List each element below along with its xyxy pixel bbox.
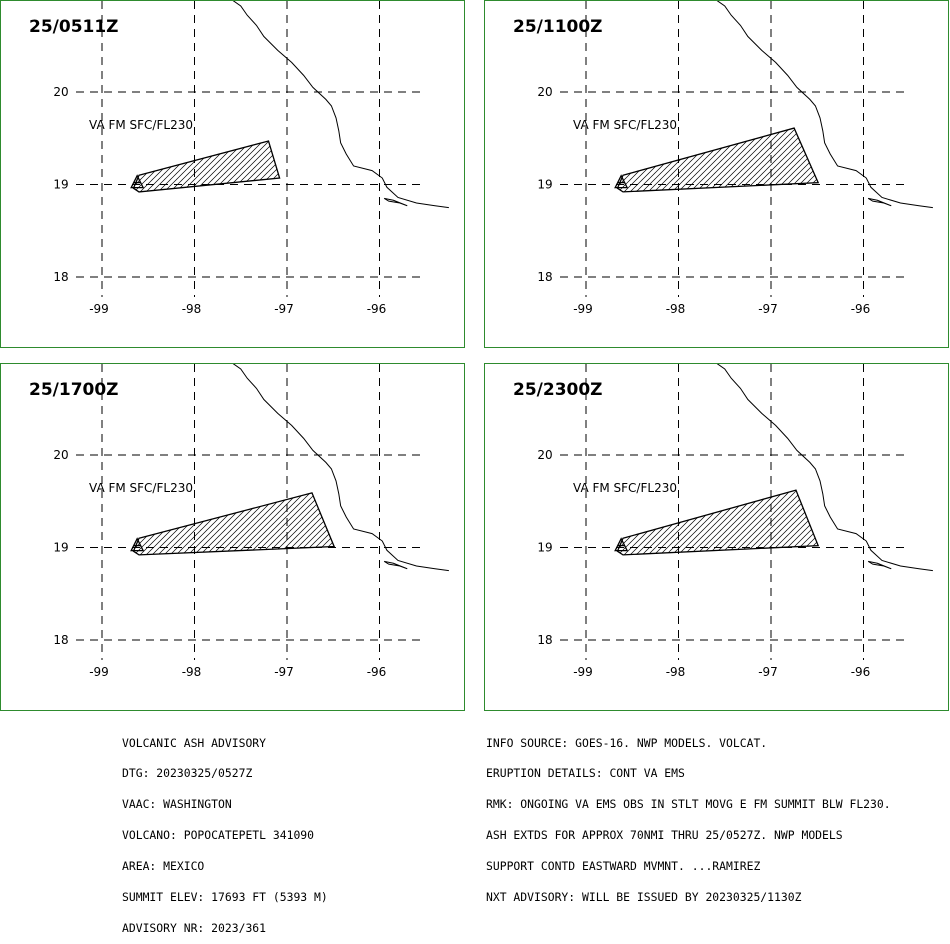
panel-time-label: 25/1700Z — [29, 380, 119, 400]
map-canvas: -99 -98 -97 -96 20 19 18 VA FM SFC/FL230 — [537, 1, 933, 316]
lon-tick-label: -97 — [758, 302, 778, 316]
lat-tick-label: 20 — [537, 85, 552, 99]
advisory-vaac: VAAC: WASHINGTON — [122, 797, 232, 812]
advisory-eruption-details: ERUPTION DETAILS: CONT VA EMS — [486, 766, 685, 781]
advisory-next: NXT ADVISORY: WILL BE ISSUED BY 20230325… — [486, 890, 802, 905]
advisory-info-source: INFO SOURCE: GOES-16. NWP MODELS. VOLCAT… — [486, 735, 768, 750]
lon-tick-label: -99 — [89, 302, 109, 316]
advisory-dtg: DTG: 20230325/0527Z — [122, 766, 253, 781]
lon-tick-label: -96 — [367, 665, 387, 679]
volcano-icon — [614, 174, 629, 189]
ash-cloud-polygon — [132, 492, 336, 556]
coastline-detail — [867, 197, 892, 207]
lon-tick-label: -98 — [182, 302, 202, 316]
advisory-remark-1: RMK: ONGOING VA EMS OBS IN STLT MOVG E F… — [486, 797, 891, 812]
lon-tick-label: -96 — [367, 302, 387, 316]
advisory-remark-2: ASH EXTDS FOR APPROX 70NMI THRU 25/0527Z… — [486, 828, 843, 843]
lat-tick-label: 18 — [537, 633, 552, 647]
lon-tick-label: -99 — [89, 665, 109, 679]
map-panel-3: -99 -98 -97 -96 20 19 18 VA FM SFC/FL230 25/1700… — [0, 363, 465, 711]
panel-time-label: 25/2300Z — [513, 380, 603, 400]
lat-tick-label: 20 — [53, 448, 68, 462]
lon-tick-label: -97 — [758, 665, 778, 679]
lon-tick-label: -99 — [573, 665, 593, 679]
coastline — [716, 1, 933, 209]
lon-tick-label: -97 — [274, 302, 294, 316]
volcano-icon — [130, 537, 145, 552]
lat-tick-label: 19 — [53, 541, 68, 555]
va-level-label: VA FM SFC/FL230 — [573, 481, 677, 495]
lon-tick-label: -98 — [666, 665, 686, 679]
coastline-detail — [383, 197, 408, 207]
advisory-left-block: VOLCANIC ASH ADVISORY DTG: 20230325/0527… — [122, 717, 328, 944]
map-panel-4: -99 -98 -97 -96 20 19 18 VA FM SFC/FL230 25/2300… — [484, 363, 949, 711]
lon-tick-label: -99 — [573, 302, 593, 316]
lat-tick-label: 19 — [537, 541, 552, 555]
advisory-volcano: VOLCANO: POPOCATEPETL 341090 — [122, 828, 315, 843]
map-panel-1: -99 -98 -97 -96 20 19 18 VA FM SFC/FL230 25/0511… — [0, 0, 465, 348]
map-panel-2: -99 -98 -97 -96 20 19 18 VA FM SFC/FL230 25/1100… — [484, 0, 949, 348]
va-level-label: VA FM SFC/FL230 — [89, 118, 193, 132]
lon-tick-label: -98 — [182, 665, 202, 679]
advisory-area: AREA: MEXICO — [122, 859, 205, 874]
lon-tick-label: -96 — [851, 302, 871, 316]
panel-time-label: 25/1100Z — [513, 17, 603, 37]
ash-cloud-polygon — [132, 140, 281, 193]
coastline-detail — [867, 560, 892, 570]
ash-cloud-polygon — [616, 127, 820, 193]
map-canvas: -99 -98 -97 -96 20 19 18 VA FM SFC/FL230 — [53, 364, 449, 679]
lat-tick-label: 18 — [53, 633, 68, 647]
advisory-summit-elev: SUMMIT ELEV: 17693 FT (5393 M) — [122, 890, 328, 905]
map-canvas: -99 -98 -97 -96 20 19 18 VA FM SFC/FL230 — [537, 364, 933, 679]
lat-tick-label: 18 — [53, 270, 68, 284]
lat-tick-label: 20 — [537, 448, 552, 462]
ash-cloud-polygon — [616, 489, 820, 556]
panel-time-label: 25/0511Z — [29, 17, 119, 37]
advisory-remark-3: SUPPORT CONTD EASTWARD MVMNT. ...RAMIREZ — [486, 859, 761, 874]
coastline-detail — [383, 560, 408, 570]
advisory-title: VOLCANIC ASH ADVISORY — [122, 735, 267, 750]
lat-tick-label: 18 — [537, 270, 552, 284]
map-canvas: -99 -98 -97 -96 20 19 18 VA FM SFC/FL230 — [53, 1, 449, 316]
lat-tick-label: 19 — [53, 178, 68, 192]
coastline — [232, 364, 449, 572]
coastline — [716, 364, 933, 572]
lat-tick-label: 19 — [537, 178, 552, 192]
lon-tick-label: -98 — [666, 302, 686, 316]
advisory-right-block: INFO SOURCE: GOES-16. NWP MODELS. VOLCAT… — [486, 717, 891, 913]
lon-tick-label: -96 — [851, 665, 871, 679]
coastline — [232, 1, 449, 209]
va-level-label: VA FM SFC/FL230 — [573, 118, 677, 132]
lat-tick-label: 20 — [53, 85, 68, 99]
va-level-label: VA FM SFC/FL230 — [89, 481, 193, 495]
volcano-icon — [614, 537, 629, 552]
volcano-icon — [130, 174, 145, 189]
lon-tick-label: -97 — [274, 665, 294, 679]
advisory-number: ADVISORY NR: 2023/361 — [122, 920, 267, 935]
